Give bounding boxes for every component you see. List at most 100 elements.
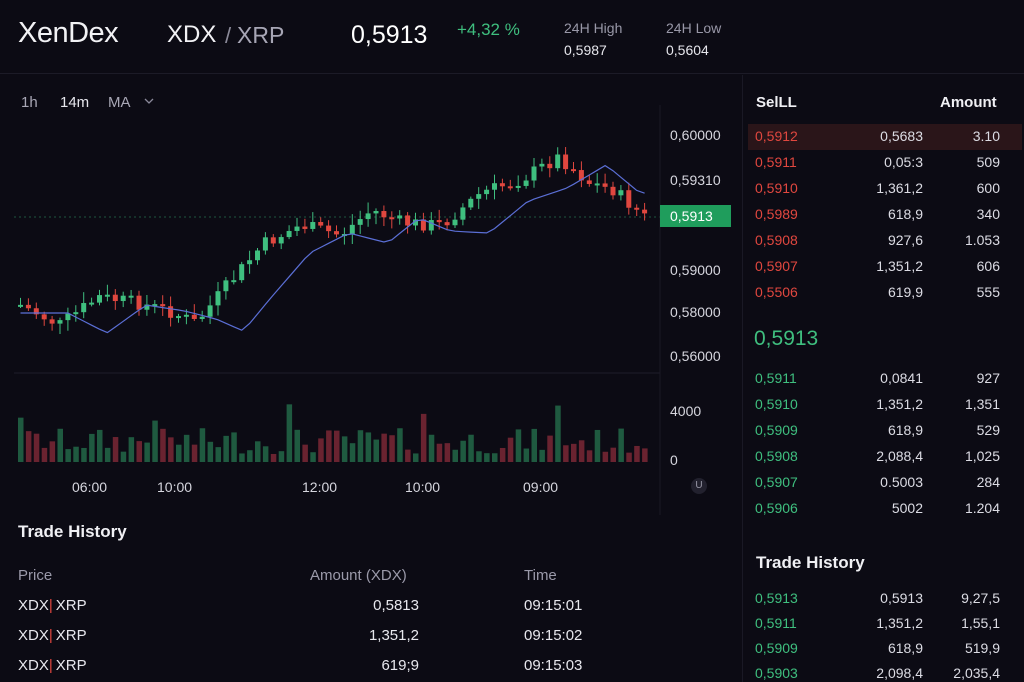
volume-bar	[484, 453, 490, 462]
bid-row[interactable]: 0,5907 0.5003 284	[748, 470, 1022, 496]
candle-body	[523, 180, 529, 186]
trade-row[interactable]: 0,5913 0,5913 9,27,5	[748, 587, 1022, 613]
bid-row[interactable]: 0,5910 1,351,2 1,351	[748, 392, 1022, 418]
candle-body	[89, 302, 95, 305]
volume-bar	[468, 434, 474, 462]
volume-bar	[176, 444, 182, 462]
volume-bar	[357, 430, 364, 462]
timeframe-1h[interactable]: 1h	[21, 94, 38, 111]
volume-bar	[262, 446, 269, 462]
candle-body	[610, 186, 616, 196]
volume-bar	[136, 441, 142, 462]
volume-bar	[18, 417, 24, 462]
col-price[interactable]: Price	[18, 567, 53, 584]
candle-body	[223, 280, 229, 292]
trade-row[interactable]: 0,5909 618,9 519,9	[748, 637, 1022, 663]
trade-row[interactable]: 0,5911 1,351,2 1,55,1	[748, 612, 1022, 638]
ask-row[interactable]: 0,5910 1,361,2 600	[748, 176, 1022, 202]
volume-bar	[586, 450, 593, 462]
pair-quote[interactable]: XRP	[237, 22, 285, 48]
ask-row[interactable]: 0,5912 0,5683 3.10	[748, 124, 1022, 150]
timeframe-14m[interactable]: 14m	[60, 94, 90, 111]
bid-price: 0,5909	[755, 422, 798, 438]
col-time[interactable]: Time	[524, 567, 557, 584]
volume-bar	[73, 446, 79, 462]
candlestick-chart[interactable]	[0, 75, 742, 515]
trade-total: 519,9	[964, 640, 1000, 656]
volume-bar	[428, 434, 435, 462]
candle-body	[515, 185, 521, 188]
indicator-ma[interactable]: MA	[108, 94, 131, 111]
candle-body	[136, 295, 142, 310]
volume-bar	[207, 441, 214, 462]
bid-total: 1,025	[964, 448, 1000, 464]
ask-row[interactable]: 0,5911 0,05:3 509	[748, 150, 1022, 176]
candle-body	[602, 183, 608, 187]
bid-price: 0,5906	[755, 500, 798, 516]
volume-bar	[349, 443, 356, 462]
volume-bar	[239, 453, 245, 462]
trade-quote: XRP	[55, 627, 87, 644]
candle-body	[452, 219, 458, 226]
pair-base[interactable]: XDX	[167, 21, 217, 48]
candle-body	[81, 303, 87, 313]
trade-quote: XRP	[55, 597, 87, 614]
trade-amount: 0,5913	[880, 590, 923, 606]
volume-bar	[97, 429, 103, 462]
ma-line	[20, 164, 645, 334]
candle-body	[547, 163, 553, 169]
ask-row[interactable]: 0,5908 927,6 1.053	[748, 228, 1022, 254]
volume-bar	[578, 440, 585, 462]
bid-row[interactable]: 0,5908 2,088,4 1,025	[748, 444, 1022, 470]
recent-trades-title: Trade History	[756, 553, 865, 572]
bid-row[interactable]: 0,5909 618,9 529	[748, 418, 1022, 444]
ask-amount: 0,05:3	[884, 154, 923, 170]
low-label: 24H Low	[666, 20, 722, 36]
trade-time: 09:15:03	[524, 657, 583, 674]
candle-body	[563, 154, 569, 170]
volume-bar	[618, 428, 624, 462]
volume-bar	[571, 443, 577, 462]
volume-bar	[405, 449, 411, 462]
volume-bar	[326, 430, 332, 462]
ask-row[interactable]: 0,5989 618,9 340	[748, 202, 1022, 228]
volume-bar	[547, 435, 553, 462]
trade-quote: XRP	[55, 657, 87, 674]
high-label: 24H High	[564, 20, 623, 36]
bid-amount: 5002	[891, 500, 923, 516]
candle-body	[191, 314, 197, 319]
col-amount[interactable]: Amount (XDX)	[310, 567, 407, 584]
chart-settings-button[interactable]: U	[691, 478, 707, 494]
pair-divider: |	[48, 627, 53, 644]
volume-bar	[444, 443, 451, 462]
trade-pair: XDX| XRP	[18, 657, 87, 674]
bid-price: 0,5908	[755, 448, 798, 464]
volume-bar	[515, 429, 522, 462]
volume-bar	[420, 413, 427, 462]
candle-body	[405, 215, 411, 226]
trade-price: 0,5911	[755, 615, 797, 631]
candle-body	[499, 183, 505, 187]
ask-row[interactable]: 0,5506 619,9 555	[748, 280, 1022, 306]
bid-row[interactable]: 0,5906 5002 1.204	[748, 496, 1022, 522]
chevron-down-icon[interactable]	[144, 96, 154, 106]
ask-row[interactable]: 0,5907 1,351,2 606	[748, 254, 1022, 280]
logo[interactable]: XenDex	[18, 17, 119, 49]
candle-body	[507, 186, 513, 189]
trade-price: 0,5903	[755, 665, 798, 681]
volume-bar	[144, 442, 150, 462]
volume-bar	[310, 452, 316, 462]
bid-row[interactable]: 0,5911 0,0841 927	[748, 366, 1022, 392]
candle-body	[555, 154, 561, 169]
volume-tick: 4000	[670, 403, 702, 419]
top-header	[0, 0, 1024, 74]
orderbook-header-left: SelLL	[756, 94, 797, 111]
candle-body	[302, 226, 308, 229]
price-tick: 0,60000	[670, 127, 721, 143]
candle-body	[634, 207, 640, 210]
volume-bar	[499, 447, 506, 462]
volume-bar	[199, 428, 206, 462]
time-tick: 12:00	[302, 479, 338, 495]
volume-bar	[104, 447, 111, 462]
trade-row[interactable]: 0,5903 2,098,4 2,035,4	[748, 662, 1022, 682]
